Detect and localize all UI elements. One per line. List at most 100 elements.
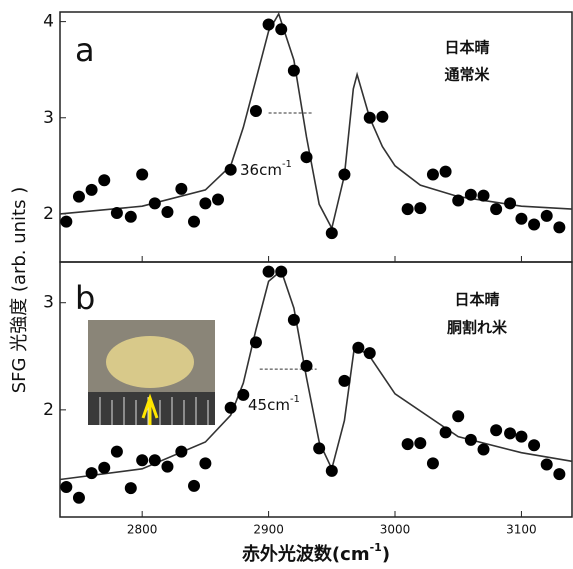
data-point (73, 492, 85, 504)
annotation-text: 36cm (240, 161, 282, 179)
x-label-sup: -1 (370, 541, 382, 554)
data-point (465, 434, 477, 446)
data-point (402, 203, 414, 215)
chart: SFG 光強度 (arb. units ) 赤外光波数(cm-1) 234a日本… (0, 0, 573, 569)
x-axis-label: 赤外光波数(cm-1) (242, 541, 390, 565)
data-point (528, 439, 540, 451)
data-point (161, 461, 173, 473)
data-point (225, 164, 237, 176)
data-point (199, 457, 211, 469)
x-label-close: ) (382, 544, 390, 565)
data-point (125, 211, 137, 223)
panel-label: a (75, 31, 95, 69)
data-point (427, 457, 439, 469)
data-point (111, 207, 123, 219)
data-point (288, 314, 300, 326)
y-tick-label: 2 (43, 204, 54, 224)
data-point (250, 336, 262, 348)
data-point (275, 23, 287, 35)
y-tick-label: 3 (43, 108, 54, 128)
data-point (452, 410, 464, 422)
data-point (313, 442, 325, 454)
data-point (86, 467, 98, 479)
data-point (364, 347, 376, 359)
data-point (199, 197, 211, 209)
fit-line (60, 14, 572, 228)
x-tick-label: 2900 (253, 523, 284, 537)
annotation-text: 45cm (248, 396, 290, 414)
data-point (364, 112, 376, 124)
data-point (326, 227, 338, 239)
x-label-text: 赤外光波数(cm (242, 543, 370, 565)
data-point (275, 266, 287, 278)
annotation-sup: -1 (282, 159, 292, 170)
data-point (440, 426, 452, 438)
data-point (301, 151, 313, 163)
data-point (528, 219, 540, 231)
data-point (263, 19, 275, 31)
y-tick-label: 4 (43, 12, 54, 32)
data-point (338, 169, 350, 181)
data-point (125, 482, 137, 494)
data-point (553, 468, 565, 480)
data-point (136, 454, 148, 466)
data-point (175, 183, 187, 195)
data-point (465, 189, 477, 201)
data-point (136, 169, 148, 181)
annotation-sup: -1 (290, 394, 300, 405)
data-point (515, 431, 527, 443)
data-point (149, 454, 161, 466)
data-point (478, 190, 490, 202)
photo-inset (88, 320, 215, 425)
data-point (60, 216, 72, 228)
data-point (111, 446, 123, 458)
data-point (188, 480, 200, 492)
data-point (161, 206, 173, 218)
data-point (490, 424, 502, 436)
data-point (352, 342, 364, 354)
sample-label: 日本晴 (444, 39, 489, 57)
data-point (86, 184, 98, 196)
y-tick-label: 2 (43, 400, 54, 420)
data-point (553, 221, 565, 233)
data-point (98, 462, 110, 474)
x-tick-label: 2800 (127, 523, 158, 537)
data-point (490, 203, 502, 215)
data-point (440, 166, 452, 178)
x-tick-label: 3000 (380, 523, 411, 537)
sample-label: 胴割れ米 (447, 319, 508, 337)
data-point (60, 481, 72, 493)
data-point (427, 169, 439, 181)
data-point (376, 111, 388, 123)
data-point (149, 197, 161, 209)
sample-label: 通常米 (444, 66, 490, 84)
data-point (188, 216, 200, 228)
data-point (263, 266, 275, 278)
plot-frame (60, 12, 572, 262)
panel-label: b (75, 279, 95, 317)
rice-grain (106, 336, 194, 388)
data-point (515, 213, 527, 225)
data-point (541, 459, 553, 471)
data-point (414, 437, 426, 449)
data-point (504, 197, 516, 209)
data-point (301, 360, 313, 372)
y-tick-label: 3 (43, 293, 54, 313)
data-point (175, 446, 187, 458)
data-point (541, 210, 553, 222)
data-point (288, 65, 300, 77)
data-point (225, 402, 237, 414)
annotation: 36cm-1 (240, 159, 292, 179)
data-point (326, 465, 338, 477)
data-point (250, 105, 262, 117)
data-point (414, 202, 426, 214)
data-point (504, 427, 516, 439)
data-point (212, 194, 224, 206)
data-point (478, 444, 490, 456)
sample-label: 日本晴 (454, 291, 499, 309)
data-point (98, 174, 110, 186)
data-point (402, 438, 414, 450)
y-axis-label: SFG 光強度 (arb. units ) (9, 187, 30, 394)
data-point (452, 194, 464, 206)
data-point (338, 375, 350, 387)
